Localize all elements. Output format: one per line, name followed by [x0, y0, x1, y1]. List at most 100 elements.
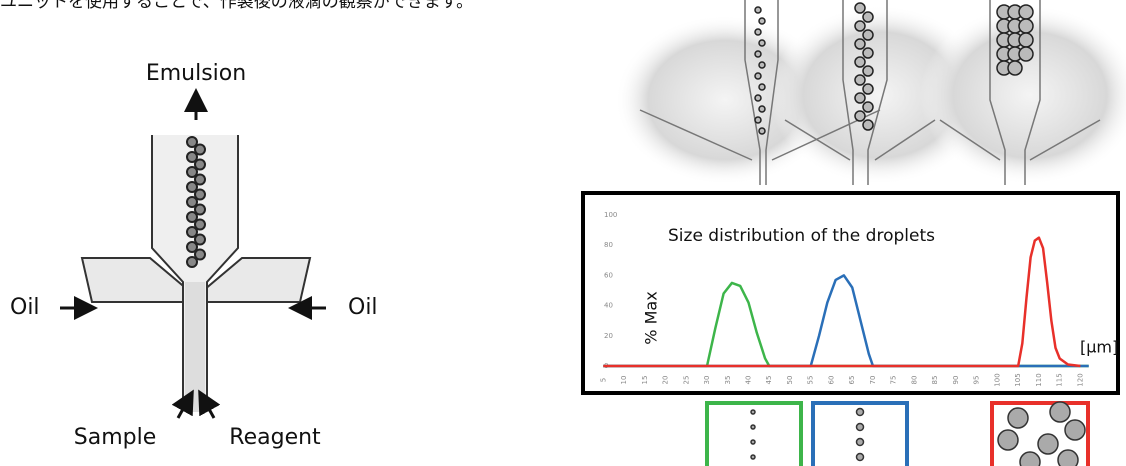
droplet	[759, 18, 765, 24]
droplet	[755, 95, 761, 101]
droplet	[187, 257, 197, 267]
droplet	[755, 7, 761, 13]
x-tick-label: 75	[890, 376, 898, 385]
x-tick-label: 15	[641, 376, 649, 385]
y-axis-label: % Max	[642, 291, 661, 344]
droplet	[1019, 5, 1033, 19]
y-tick-label: 60	[604, 271, 613, 279]
droplet	[755, 73, 761, 79]
droplet	[195, 145, 205, 155]
droplet	[1019, 47, 1033, 61]
droplet	[1020, 452, 1040, 466]
droplet	[187, 197, 197, 207]
y-tick-label: 80	[604, 241, 613, 249]
droplet	[195, 205, 205, 215]
droplet	[755, 117, 761, 123]
droplet	[195, 220, 205, 230]
droplet	[759, 106, 765, 112]
x-tick-label: 45	[765, 376, 773, 385]
droplet	[187, 137, 197, 147]
droplet	[863, 66, 873, 76]
droplet	[195, 160, 205, 170]
droplet	[855, 111, 865, 121]
x-tick-label: 105	[1014, 373, 1022, 386]
chart-frame	[583, 193, 1118, 393]
x-tick-label: 50	[786, 376, 794, 385]
droplet	[855, 93, 865, 103]
droplet	[863, 30, 873, 40]
sample-label: Sample	[74, 425, 157, 450]
droplet	[187, 182, 197, 192]
x-tick-label: 20	[662, 376, 670, 385]
output-label: Emulsion	[146, 61, 246, 86]
droplet	[759, 62, 765, 68]
droplet	[195, 190, 205, 200]
droplet	[751, 440, 755, 444]
x-tick-label: 115	[1056, 373, 1064, 386]
droplet	[759, 128, 765, 134]
droplet	[857, 439, 864, 446]
droplet	[1038, 434, 1058, 454]
droplet	[863, 48, 873, 58]
reagent-label: Reagent	[229, 425, 321, 450]
x-tick-label: 60	[827, 376, 835, 385]
droplet	[855, 3, 865, 13]
droplet	[855, 39, 865, 49]
droplet	[863, 120, 873, 130]
droplet	[195, 235, 205, 245]
x-tick-label: 55	[807, 376, 815, 385]
droplet	[759, 40, 765, 46]
x-tick-label: 90	[952, 376, 960, 385]
x-unit-label: [μm]	[1080, 338, 1118, 357]
x-tick-label: 25	[682, 376, 690, 385]
droplet	[855, 21, 865, 31]
droplet	[1008, 408, 1028, 428]
droplet	[187, 242, 197, 252]
x-tick-label: 100	[993, 373, 1001, 386]
x-tick-label: 35	[724, 376, 732, 385]
droplet	[1019, 33, 1033, 47]
x-tick-label: 5	[599, 378, 607, 382]
droplet	[863, 12, 873, 22]
droplet	[857, 409, 864, 416]
droplet	[857, 454, 864, 461]
page: ユニットを使用することで、作製後の液滴の観察ができます。 Emulsion Oi…	[0, 0, 1126, 466]
x-tick-label: 30	[703, 376, 711, 385]
droplet	[755, 29, 761, 35]
droplet	[187, 212, 197, 222]
droplet	[863, 84, 873, 94]
x-tick-label: 120	[1076, 373, 1084, 386]
droplet	[1065, 420, 1085, 440]
droplet	[1058, 450, 1078, 466]
oil-right-label: Oil	[348, 295, 378, 320]
y-tick-label: 40	[604, 302, 613, 310]
header-text: ユニットを使用することで、作製後の液滴の観察ができます。	[0, 0, 473, 12]
y-tick-label: 100	[604, 211, 617, 219]
x-tick-label: 110	[1035, 373, 1043, 386]
droplet	[759, 84, 765, 90]
droplet	[751, 455, 755, 459]
x-tick-label: 85	[931, 376, 939, 385]
x-tick-label: 40	[745, 376, 753, 385]
droplet	[855, 57, 865, 67]
droplet	[751, 425, 755, 429]
x-tick-label: 80	[910, 376, 918, 385]
y-tick-label: 20	[604, 332, 613, 340]
droplet	[751, 410, 755, 414]
droplet	[187, 167, 197, 177]
droplet	[855, 75, 865, 85]
x-tick-label: 70	[869, 376, 877, 385]
droplet	[195, 175, 205, 185]
x-tick-label: 95	[973, 376, 981, 385]
droplet	[863, 102, 873, 112]
droplet	[187, 227, 197, 237]
droplet	[1019, 19, 1033, 33]
chip-diagram	[60, 100, 326, 418]
x-tick-label: 10	[620, 376, 628, 385]
droplet	[755, 51, 761, 57]
droplet	[195, 250, 205, 260]
oil-left-label: Oil	[10, 295, 40, 320]
droplet	[857, 424, 864, 431]
droplet	[187, 152, 197, 162]
x-tick-label: 65	[848, 376, 856, 385]
